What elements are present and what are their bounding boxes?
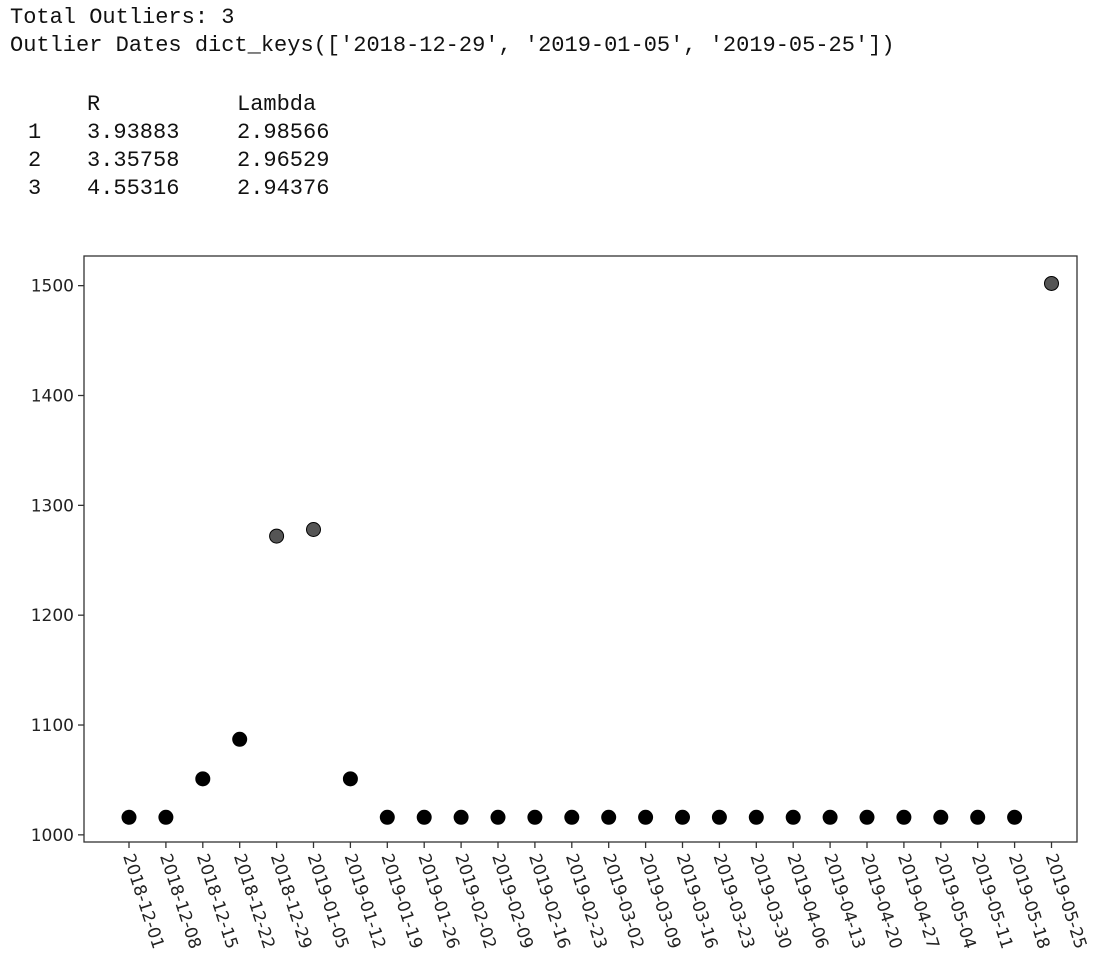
y-tick-label: 1100 <box>31 716 74 736</box>
y-tick-label: 1300 <box>31 496 74 516</box>
data-point <box>564 809 580 825</box>
data-point <box>711 809 727 825</box>
data-point <box>970 809 986 825</box>
table-cell-index: 1 <box>28 120 42 145</box>
outlier-dates-line: Outlier Dates dict_keys(['2018-12-29', '… <box>10 33 895 58</box>
outlier-table: R Lambda 1 3.93883 2.98566 2 3.35758 2.9… <box>10 92 329 204</box>
data-point <box>1007 809 1023 825</box>
table-cell-lambda: 2.94376 <box>237 176 330 201</box>
table-cell-index: 2 <box>28 148 42 173</box>
table-cell-lambda: 2.98566 <box>237 120 330 145</box>
table-cell-r: 3.35758 <box>87 148 180 173</box>
outlier-point <box>269 528 285 544</box>
data-point <box>232 731 248 747</box>
y-tick-label: 1500 <box>31 277 74 297</box>
y-tick-label: 1000 <box>31 826 74 846</box>
data-point <box>675 809 690 825</box>
data-point <box>195 771 211 787</box>
data-point <box>859 809 875 825</box>
table-cell-index: 3 <box>28 176 42 201</box>
table-header-r: R <box>87 92 101 117</box>
data-point <box>822 809 838 825</box>
table-row: 2 3.35758 2.96529 <box>10 148 329 176</box>
data-point <box>158 809 174 825</box>
data-point <box>121 809 137 825</box>
outlier-point <box>306 522 321 538</box>
table-cell-r: 3.93883 <box>87 120 180 145</box>
data-point <box>379 809 395 825</box>
data-point <box>896 809 912 825</box>
table-row: 3 4.55316 2.94376 <box>10 176 329 204</box>
table-row: 1 3.93883 2.98566 <box>10 120 329 148</box>
total-outliers-line: Total Outliers: 3 <box>10 5 235 30</box>
table-cell-lambda: 2.96529 <box>237 148 330 173</box>
data-point <box>453 809 469 825</box>
data-point <box>342 771 358 787</box>
data-point <box>527 809 543 825</box>
data-point <box>638 809 654 825</box>
y-tick-label: 1400 <box>31 386 74 406</box>
y-tick-label: 1200 <box>31 606 74 626</box>
y-axis: 1000 1100 1200 1300 1400 1500 <box>31 277 84 846</box>
table-header-row: R Lambda <box>10 92 316 120</box>
data-point <box>601 809 617 825</box>
data-point <box>785 809 801 825</box>
data-points <box>121 275 1059 825</box>
data-point <box>416 809 432 825</box>
console-output: Total Outliers: 3 Outlier Dates dict_key… <box>10 4 895 60</box>
data-point <box>748 809 764 825</box>
x-axis: 2018-12-012018-12-082018-12-152018-12-22… <box>118 842 1090 952</box>
table-header-lambda: Lambda <box>237 92 317 117</box>
outlier-point <box>1044 275 1059 291</box>
plot-frame <box>83 255 1078 843</box>
data-point <box>490 809 506 825</box>
table-cell-r: 4.55316 <box>87 176 180 201</box>
data-point <box>933 809 949 825</box>
